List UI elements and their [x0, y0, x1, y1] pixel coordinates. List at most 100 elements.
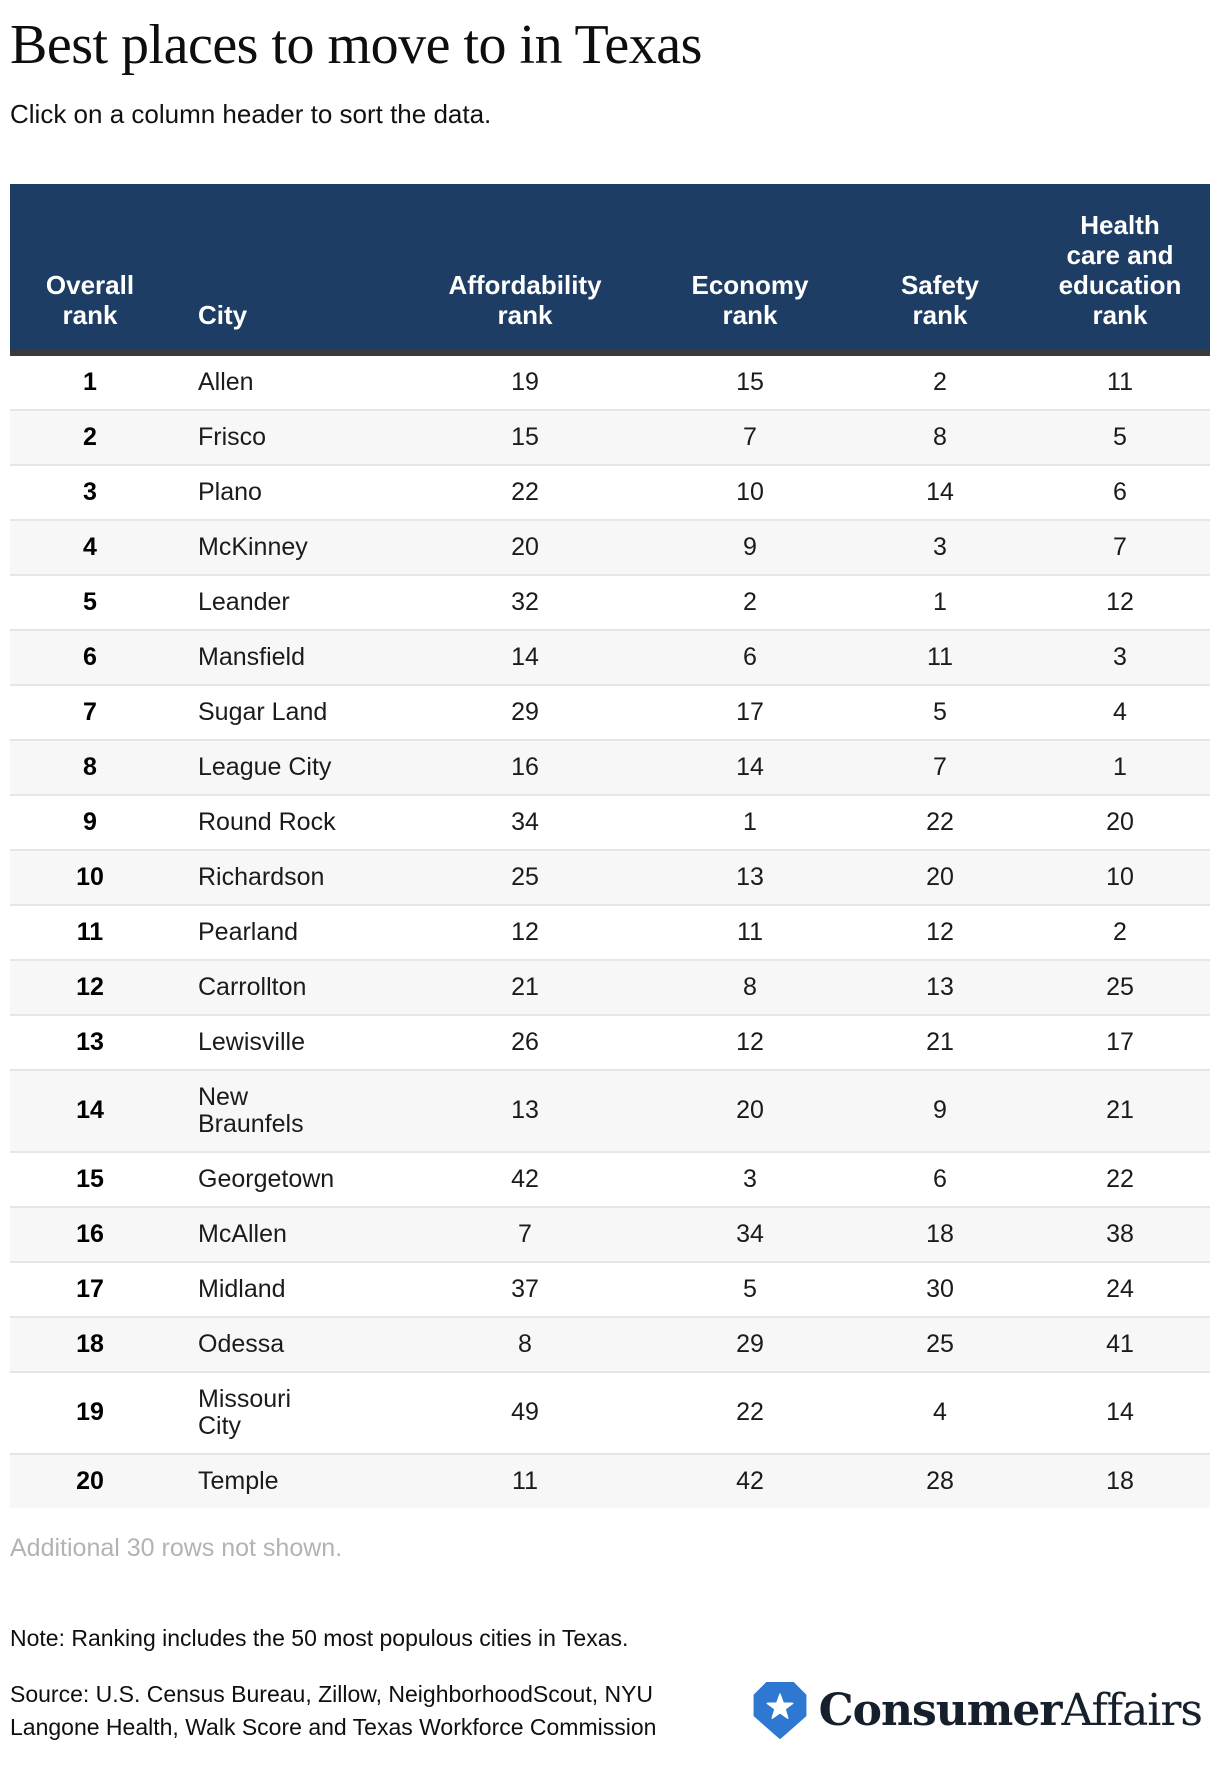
- health-care-education-rank-cell: 38: [1030, 1205, 1210, 1262]
- economy-rank-cell: 34: [650, 1205, 850, 1262]
- health-care-education-rank-cell: 1: [1030, 738, 1210, 795]
- city-cell: New Braunfels: [170, 1068, 400, 1152]
- city-cell: Mansfield: [170, 628, 400, 685]
- table-row: 1 Allen 19 15 2 11: [10, 353, 1210, 410]
- table-header-row: Overall rank City Affordability rank Eco…: [10, 183, 1210, 356]
- safety-rank-cell: 30: [850, 1260, 1030, 1317]
- economy-rank-cell: 15: [736, 367, 764, 396]
- economy-rank-cell: 3: [650, 1150, 850, 1207]
- overall-rank-cell: 1: [83, 367, 97, 396]
- table-row: 12 Carrollton 21 8 13 25: [10, 958, 1210, 1015]
- overall-rank-cell: 9: [10, 793, 170, 850]
- economy-rank-cell: 2: [650, 573, 850, 630]
- health-care-education-rank-cell: 5: [1030, 408, 1210, 465]
- table-row: 14 New Braunfels 13 20 9 21: [10, 1068, 1210, 1152]
- city-cell: Plano: [170, 463, 400, 520]
- economy-rank-cell: 11: [650, 903, 850, 960]
- table-row: 8 League City 16 14 7 1: [10, 738, 1210, 795]
- safety-rank-cell: 20: [850, 848, 1030, 905]
- safety-rank-cell: 7: [850, 738, 1030, 795]
- column-header-overall-rank[interactable]: Overall rank: [10, 183, 170, 356]
- city-cell: Round Rock: [170, 793, 400, 850]
- safety-rank-cell: 6: [850, 1150, 1030, 1207]
- subtitle: Click on a column header to sort the dat…: [10, 98, 492, 129]
- column-header-affordability-rank[interactable]: Affordability rank: [400, 183, 650, 356]
- column-header-health-care-education-rank[interactable]: Health care and education rank: [1030, 183, 1210, 356]
- economy-rank-cell: 42: [650, 1452, 850, 1508]
- health-care-education-rank-cell: 41: [1030, 1315, 1210, 1372]
- source-attribution: Source: U.S. Census Bureau, Zillow, Neig…: [10, 1680, 657, 1740]
- ranking-note: Note: Ranking includes the 50 most popul…: [10, 1624, 629, 1651]
- affordability-rank-cell: 13: [400, 1068, 650, 1152]
- affordability-rank-cell: 20: [400, 518, 650, 575]
- table-row: 16 McAllen 7 34 18 38: [10, 1205, 1210, 1262]
- health-care-education-rank-cell: 21: [1030, 1068, 1210, 1152]
- health-care-education-rank-cell: 11: [1107, 367, 1133, 396]
- overall-rank-cell: 4: [10, 518, 170, 575]
- health-care-education-rank-cell: 18: [1030, 1452, 1210, 1508]
- overall-rank-cell: 8: [10, 738, 170, 795]
- safety-rank-cell: 1: [850, 573, 1030, 630]
- overall-rank-cell: 20: [10, 1452, 170, 1508]
- economy-rank-cell: 20: [650, 1068, 850, 1152]
- overall-rank-cell: 5: [10, 573, 170, 630]
- health-care-education-rank-cell: 3: [1030, 628, 1210, 685]
- economy-rank-cell: 5: [650, 1260, 850, 1317]
- overall-rank-cell: 2: [10, 408, 170, 465]
- consumeraffairs-logo: ConsumerAffairs: [753, 1681, 1210, 1740]
- health-care-education-rank-cell: 22: [1030, 1150, 1210, 1207]
- affordability-rank-cell: 25: [400, 848, 650, 905]
- economy-rank-cell: 22: [650, 1370, 850, 1454]
- table-row: 5 Leander 32 2 1 12: [10, 573, 1210, 630]
- health-care-education-rank-cell: 17: [1030, 1013, 1210, 1070]
- table-row: 15 Georgetown 42 3 6 22: [10, 1150, 1210, 1207]
- overall-rank-cell: 17: [10, 1260, 170, 1317]
- rankings-table: Overall rank City Affordability rank Eco…: [10, 183, 1210, 1508]
- affordability-rank-cell: 29: [400, 683, 650, 740]
- city-cell: Midland: [170, 1260, 400, 1317]
- city-cell: League City: [170, 738, 400, 795]
- safety-rank-cell: 11: [850, 628, 1030, 685]
- safety-rank-cell: 25: [850, 1315, 1030, 1372]
- city-cell: Sugar Land: [170, 683, 400, 740]
- economy-rank-cell: 17: [650, 683, 850, 740]
- table-row: 9 Round Rock 34 1 22 20: [10, 793, 1210, 850]
- economy-rank-cell: 12: [650, 1013, 850, 1070]
- page-title: Best places to move to in Texas: [10, 14, 702, 76]
- safety-rank-cell: 21: [850, 1013, 1030, 1070]
- city-cell: Missouri City: [170, 1370, 400, 1454]
- city-cell: Allen: [198, 367, 254, 396]
- affordability-rank-cell: 15: [400, 408, 650, 465]
- city-cell: Temple: [170, 1452, 400, 1508]
- safety-rank-cell: 18: [850, 1205, 1030, 1262]
- affordability-rank-cell: 49: [400, 1370, 650, 1454]
- column-header-city[interactable]: City: [170, 183, 400, 356]
- economy-rank-cell: 9: [650, 518, 850, 575]
- star-hexagon-badge-icon: [753, 1681, 807, 1739]
- safety-rank-cell: 12: [850, 903, 1030, 960]
- health-care-education-rank-cell: 7: [1030, 518, 1210, 575]
- affordability-rank-cell: 26: [400, 1013, 650, 1070]
- table-row: 17 Midland 37 5 30 24: [10, 1260, 1210, 1317]
- table-row: 7 Sugar Land 29 17 5 4: [10, 683, 1210, 740]
- column-header-safety-rank[interactable]: Safety rank: [850, 183, 1030, 356]
- affordability-rank-cell: 19: [511, 367, 539, 396]
- city-cell: Richardson: [170, 848, 400, 905]
- economy-rank-cell: 6: [650, 628, 850, 685]
- overall-rank-cell: 15: [10, 1150, 170, 1207]
- affordability-rank-cell: 37: [400, 1260, 650, 1317]
- overall-rank-cell: 12: [10, 958, 170, 1015]
- affordability-rank-cell: 21: [400, 958, 650, 1015]
- city-cell: Lewisville: [170, 1013, 400, 1070]
- affordability-rank-cell: 16: [400, 738, 650, 795]
- health-care-education-rank-cell: 6: [1030, 463, 1210, 520]
- safety-rank-cell: 2: [933, 367, 947, 396]
- overall-rank-cell: 6: [10, 628, 170, 685]
- column-header-economy-rank[interactable]: Economy rank: [650, 183, 850, 356]
- table-row: 13 Lewisville 26 12 21 17: [10, 1013, 1210, 1070]
- safety-rank-cell: 22: [850, 793, 1030, 850]
- city-cell: Frisco: [170, 408, 400, 465]
- overall-rank-cell: 16: [10, 1205, 170, 1262]
- affordability-rank-cell: 14: [400, 628, 650, 685]
- table-row: 20 Temple 11 42 28 18: [10, 1452, 1210, 1508]
